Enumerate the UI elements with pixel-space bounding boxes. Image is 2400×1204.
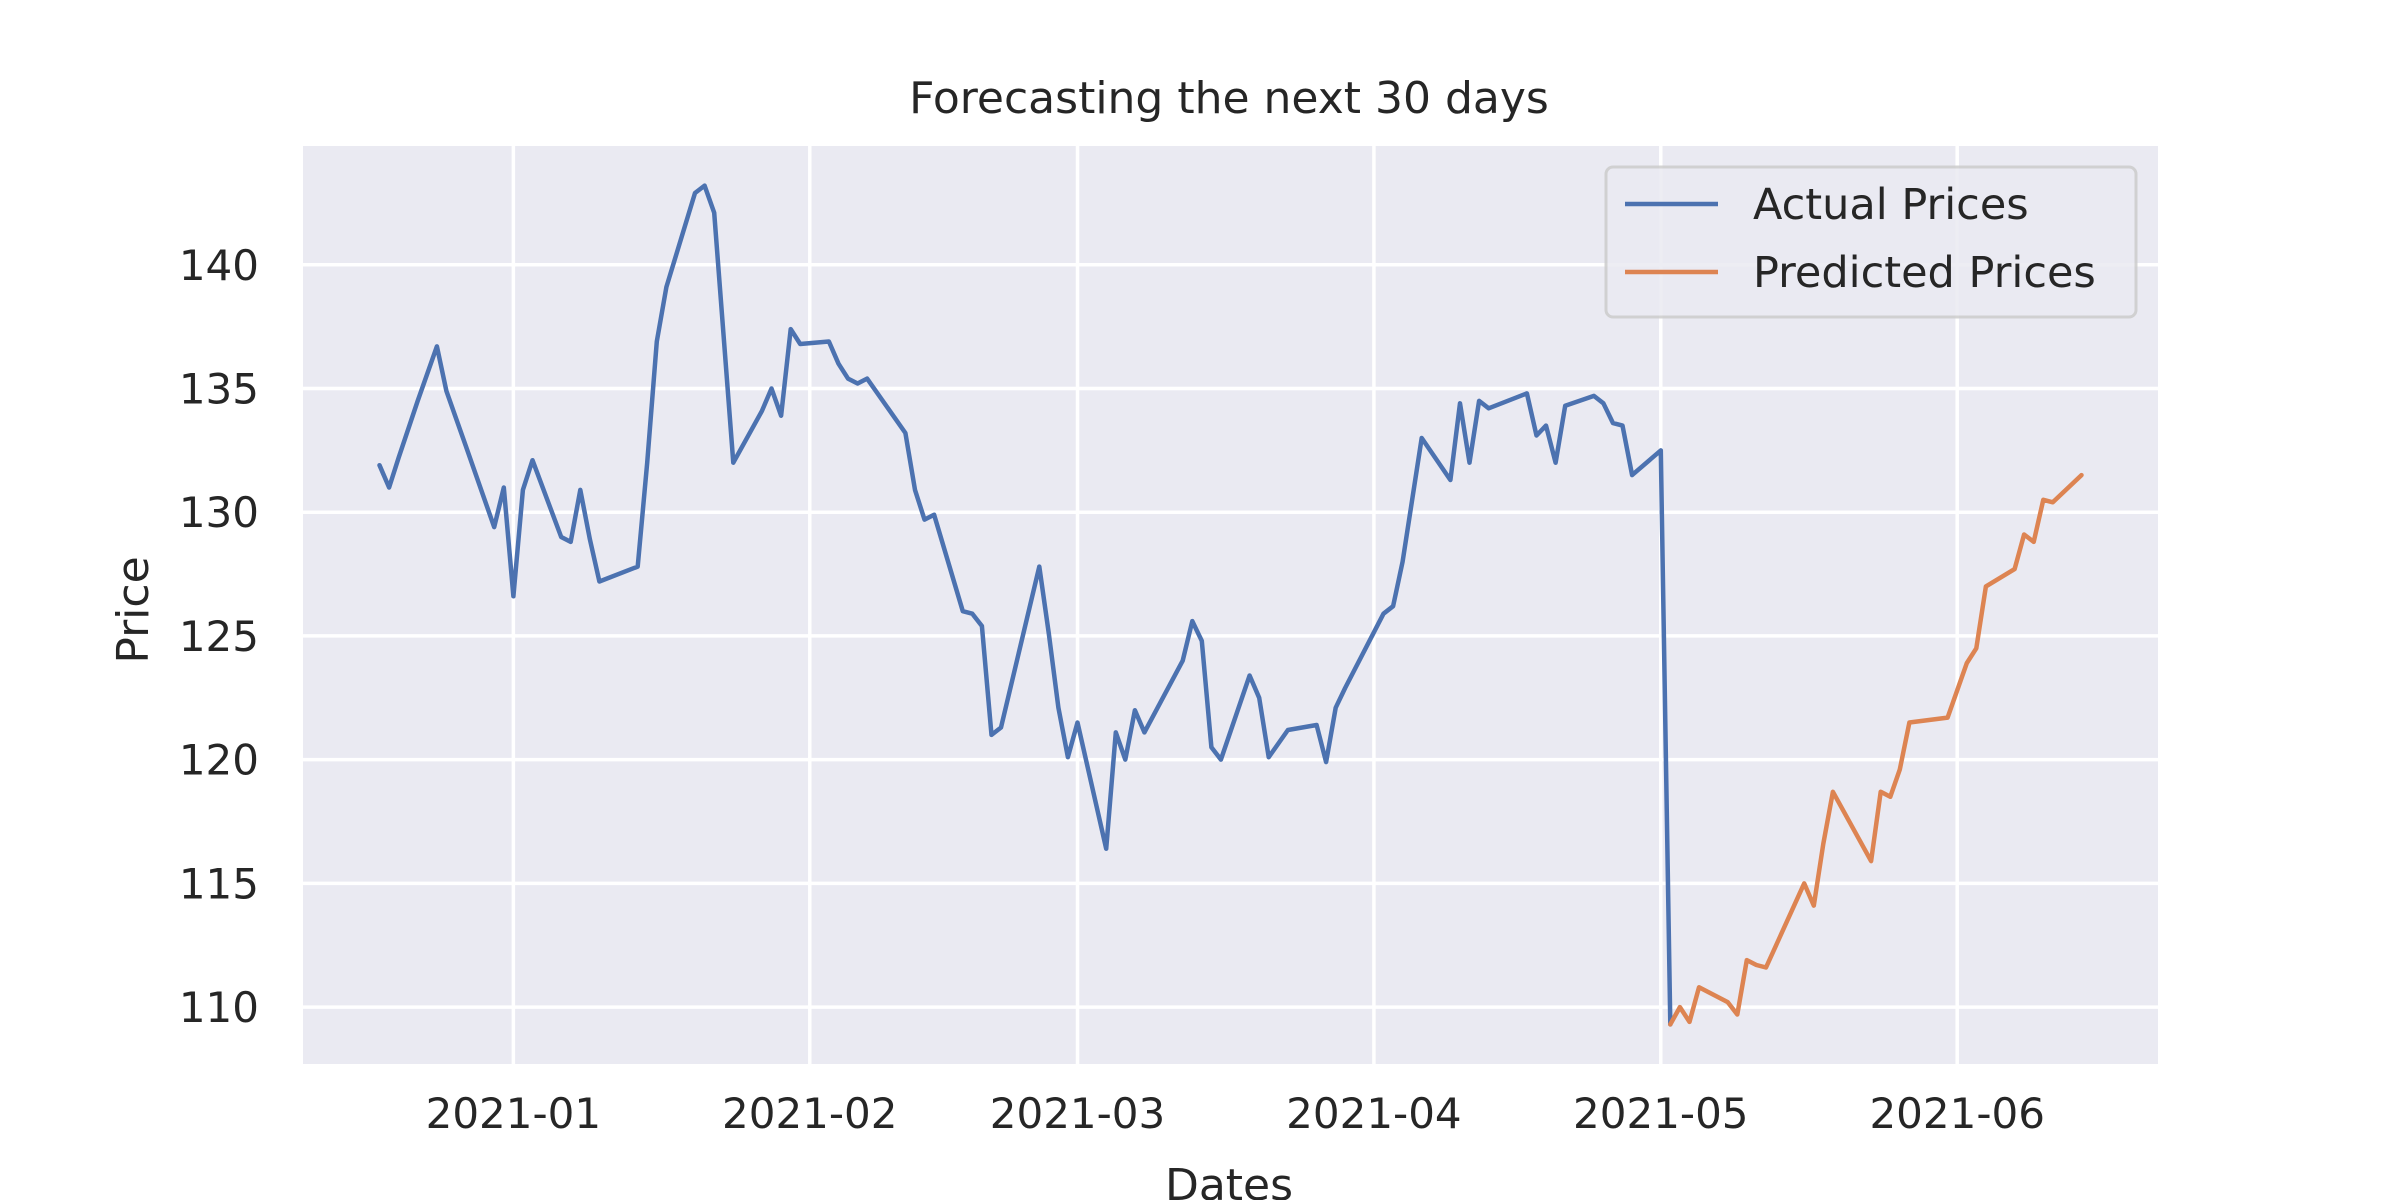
y-axis-label: Price [108, 556, 159, 663]
x-axis-label: Dates [1165, 1160, 1293, 1200]
x-tick-label: 2021-03 [990, 1089, 1166, 1138]
y-tick-label: 125 [179, 612, 259, 661]
series-line-actual-prices [377, 183, 1673, 1027]
legend: Actual Prices Predicted Prices [1604, 165, 2138, 319]
y-tick-label: 140 [179, 241, 259, 290]
y-tick-label: 130 [179, 488, 259, 537]
tick-labels: 110 115 120 125 130 135 140 2021-01 2021-02 2021-… [179, 241, 2045, 1138]
y-tick-label: 115 [179, 859, 259, 908]
series-line-predicted-prices [1668, 472, 2084, 1027]
legend-label: Predicted Prices [1753, 248, 2096, 298]
series-layer [377, 183, 2084, 1027]
y-tick-label: 110 [179, 983, 259, 1032]
x-tick-label: 2021-01 [426, 1089, 602, 1138]
legend-label: Actual Prices [1753, 180, 2029, 230]
x-tick-label: 2021-04 [1286, 1089, 1462, 1138]
y-tick-label: 135 [179, 364, 259, 413]
chart-title: Forecasting the next 30 days [909, 73, 1549, 124]
x-tick-label: 2021-05 [1573, 1089, 1749, 1138]
legend-frame [1604, 165, 2138, 319]
grid [303, 146, 2158, 1064]
x-tick-label: 2021-02 [722, 1089, 898, 1138]
x-tick-label: 2021-06 [1869, 1089, 2045, 1138]
y-tick-label: 120 [179, 736, 259, 785]
